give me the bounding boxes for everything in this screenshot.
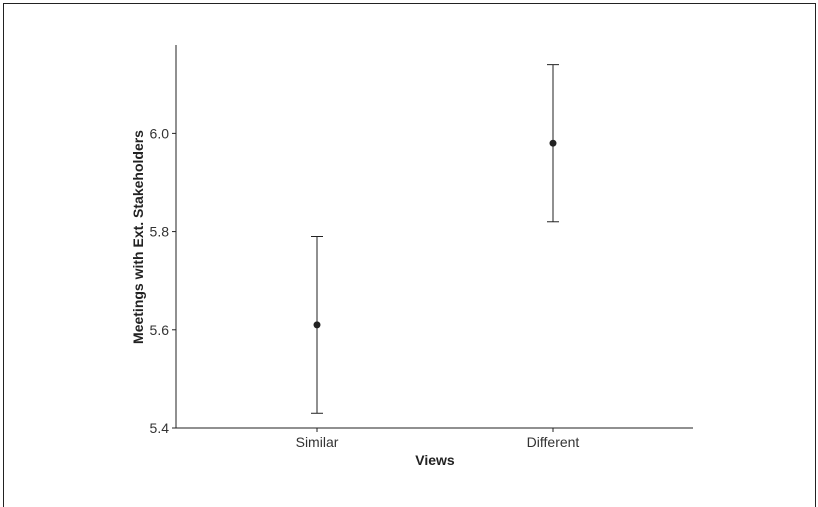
x-tick-label: Different — [527, 434, 580, 450]
data-point — [314, 321, 321, 328]
y-axis-title: Meetings with Ext. Stakeholders — [130, 130, 146, 344]
x-ticks: Similar Different — [296, 428, 580, 450]
x-axis-title: Views — [415, 452, 455, 468]
data-point — [550, 140, 557, 147]
y-tick-label: 5.4 — [150, 420, 170, 436]
y-tick-label: 5.6 — [150, 322, 170, 338]
y-tick-label: 5.8 — [150, 224, 170, 240]
data-marks — [311, 65, 559, 414]
y-ticks: 5.4 5.6 5.8 6.0 — [150, 125, 176, 436]
axes — [176, 45, 693, 428]
x-tick-label: Similar — [296, 434, 339, 450]
y-tick-label: 6.0 — [150, 125, 170, 141]
